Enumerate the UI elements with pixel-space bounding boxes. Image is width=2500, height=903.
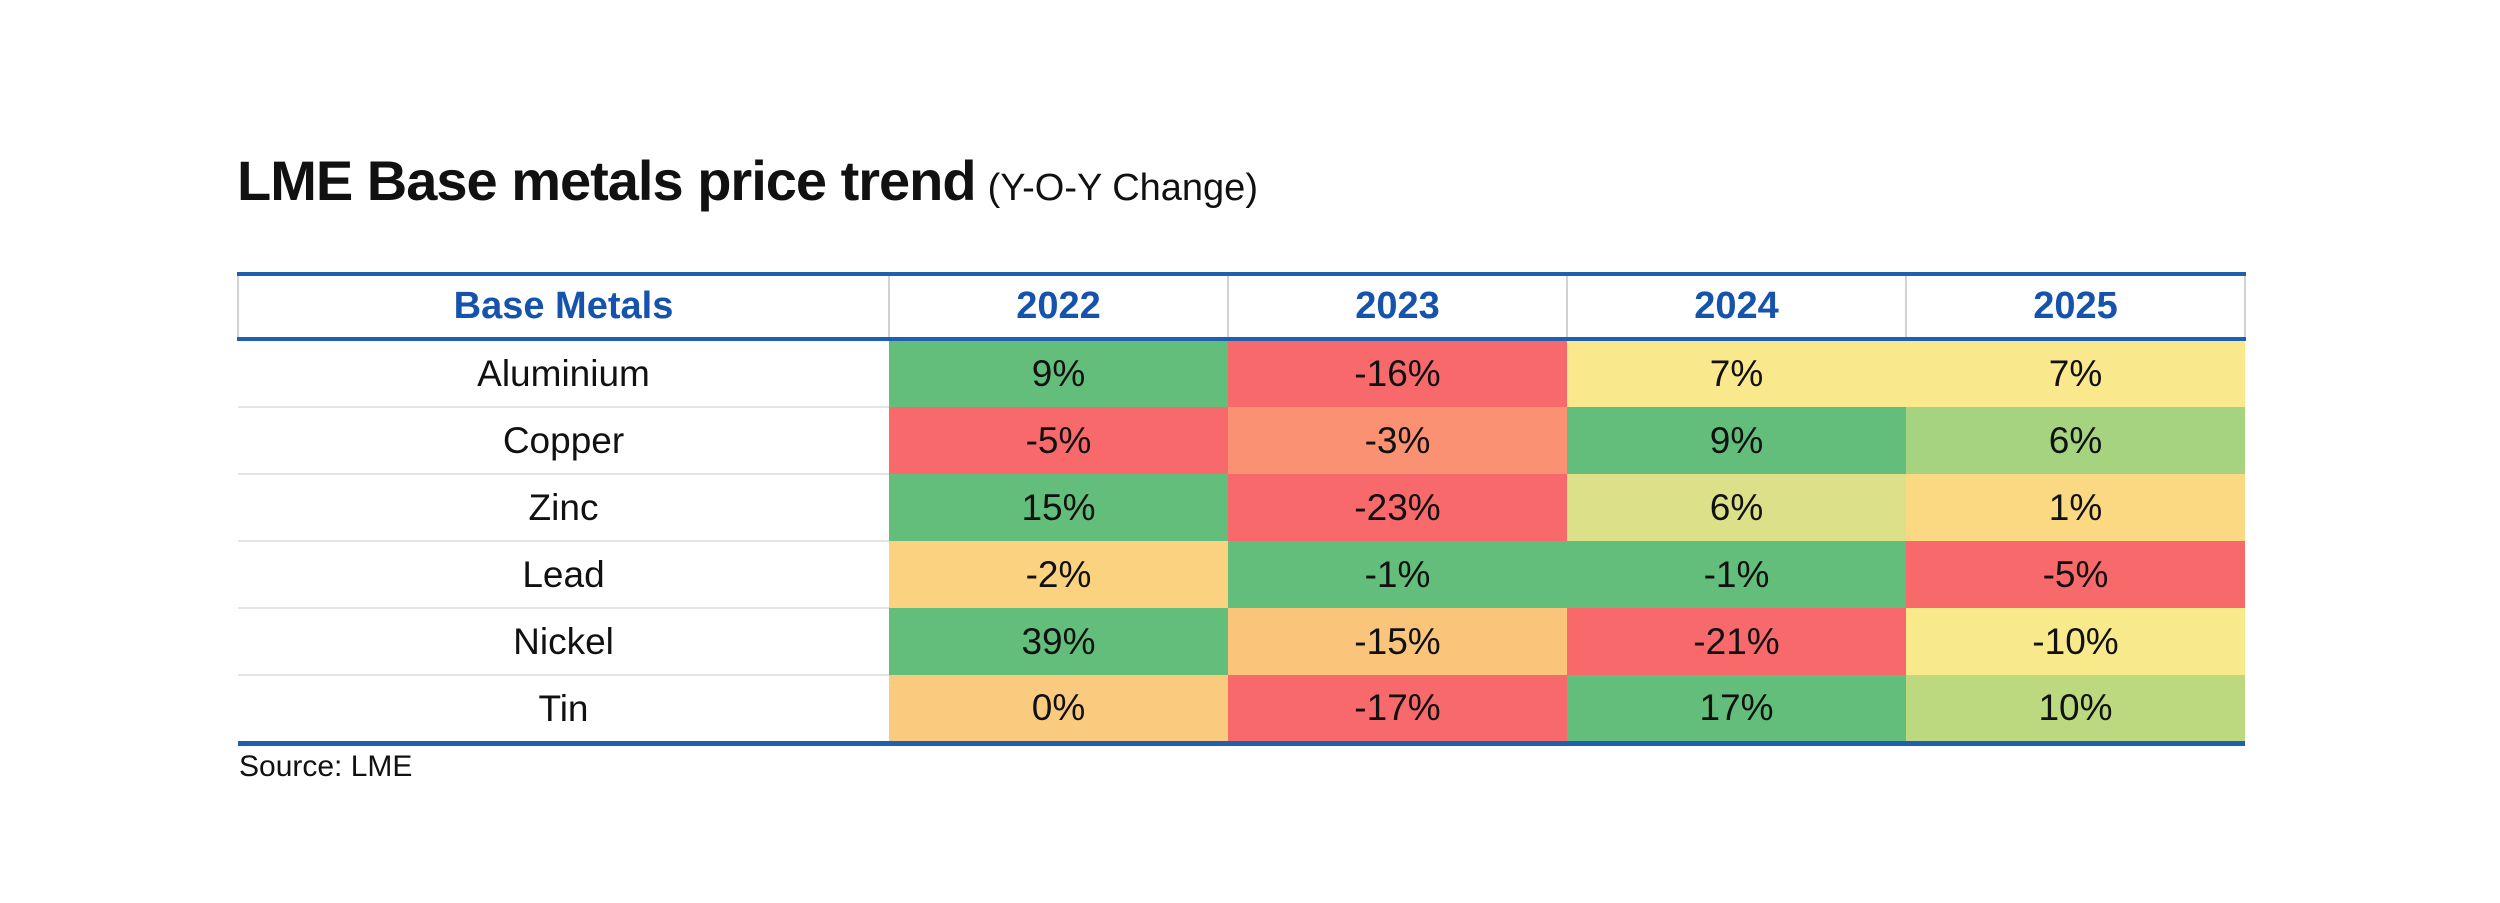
value-cell: 17% (1567, 675, 1906, 744)
value-cell: 6% (1906, 407, 2245, 474)
col-header-2025: 2025 (1905, 274, 2246, 339)
title-suffix: (Y-O-Y Change) (987, 167, 1258, 209)
metal-name-cell: Zinc (238, 474, 889, 542)
value-cell: 15% (889, 474, 1228, 541)
value-cell: -5% (1906, 541, 2245, 608)
value-cell: 6% (1567, 474, 1906, 541)
page-title: LME Base metals price trend (Y-O-Y Change… (237, 148, 1258, 213)
value-cell: 39% (889, 608, 1228, 675)
metal-name-cell: Lead (238, 541, 889, 609)
value-cell: 10% (1906, 675, 2245, 744)
table-row: Zinc 15% -23% 6% 1% (238, 474, 2245, 542)
col-header-2022: 2022 (888, 274, 1228, 339)
value-cell: -15% (1228, 608, 1567, 675)
value-cell: -17% (1228, 675, 1567, 744)
metal-name-cell: Copper (238, 407, 889, 475)
metals-price-table: Base Metals 2022 2023 2024 2025 Aluminiu… (237, 272, 2246, 746)
value-cell: -3% (1228, 407, 1567, 474)
value-cell: -5% (889, 407, 1228, 474)
table-row: Aluminium 9% -16% 7% 7% (238, 339, 2245, 408)
value-cell: 7% (1567, 339, 1906, 407)
metal-name-cell: Tin (238, 675, 889, 744)
table-row: Tin 0% -17% 17% 10% (238, 675, 2245, 744)
source-note: Source: LME (239, 750, 413, 783)
metal-name-cell: Nickel (238, 608, 889, 676)
col-header-2024: 2024 (1566, 274, 1906, 339)
value-cell: 9% (889, 339, 1228, 407)
col-header-2023: 2023 (1227, 274, 1567, 339)
value-cell: 0% (889, 675, 1228, 744)
value-cell: -16% (1228, 339, 1567, 407)
header-row: Base Metals 2022 2023 2024 2025 (237, 274, 2246, 339)
value-cell: -10% (1906, 608, 2245, 675)
value-cell: -2% (889, 541, 1228, 608)
table-row: Copper -5% -3% 9% 6% (238, 407, 2245, 475)
title-main: LME Base metals price trend (237, 149, 977, 212)
value-cell: -21% (1567, 608, 1906, 675)
table-row: Nickel 39% -15% -21% -10% (238, 608, 2245, 676)
table-body: Aluminium 9% -16% 7% 7% Copper -5% -3% 9% 6% Zinc 1… (238, 339, 2245, 744)
value-cell: -1% (1228, 541, 1567, 608)
value-cell: -1% (1567, 541, 1906, 608)
table-row: Lead -2% -1% -1% -5% (238, 541, 2245, 609)
value-cell: -23% (1228, 474, 1567, 541)
col-header-base-metals: Base Metals (237, 274, 889, 339)
value-cell: 9% (1567, 407, 1906, 474)
value-cell: 7% (1906, 339, 2245, 407)
value-cell: 1% (1906, 474, 2245, 541)
metal-name-cell: Aluminium (238, 339, 889, 408)
